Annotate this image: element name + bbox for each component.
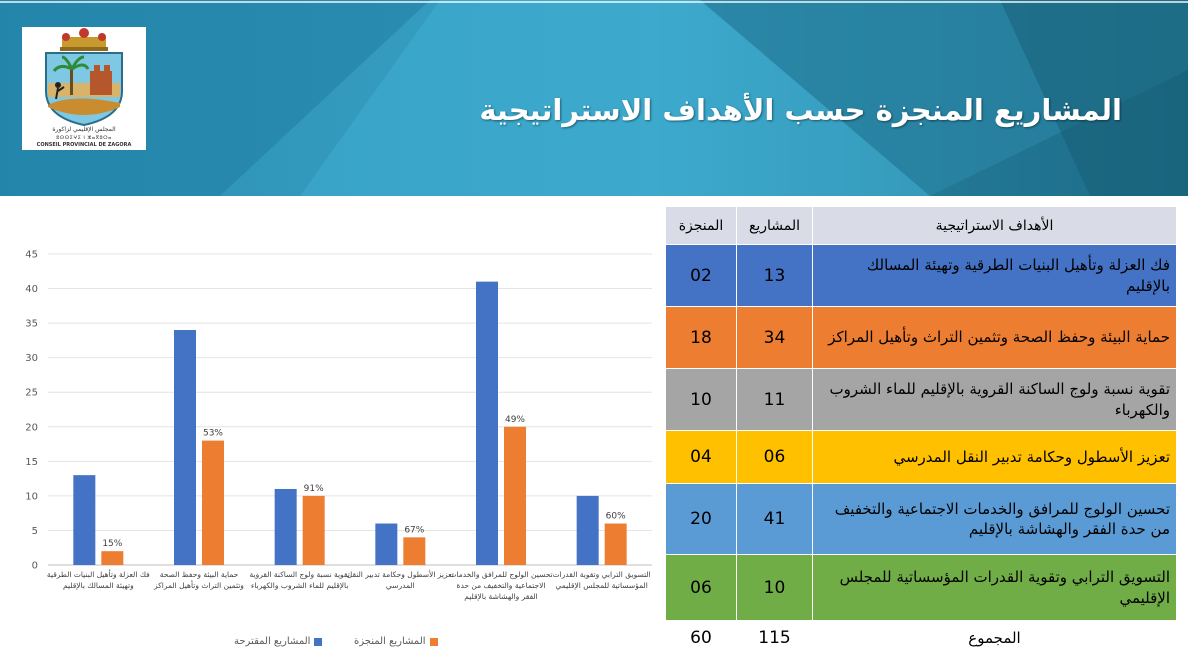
projects-cell: 34 xyxy=(736,306,813,369)
header-projects: المشاريع xyxy=(736,206,813,245)
goal-cell: فك العزلة وتأهيل البنيات الطرقية وتهيئة … xyxy=(812,244,1177,307)
goal-cell: تقوية نسبة ولوج الساكنة القروية بالإقليم… xyxy=(812,368,1177,431)
y-tick-label: 10 xyxy=(25,491,38,502)
bar-chart-canvas: 0 5 10 15 20 25 30 35 40 45 15% فك العزلة وتأهيل ال… xyxy=(25,250,652,601)
legend-item-completed: المشاريع المنجزة xyxy=(354,636,438,647)
completed-cell: 06 xyxy=(665,554,737,621)
legend-label-completed: المشاريع المنجزة xyxy=(354,636,426,647)
completed-cell: 20 xyxy=(665,483,737,555)
table-header-row: الأهداف الاستراتيجية المشاريع المنجزة xyxy=(665,206,1177,245)
goal-cell: تحسين الولوج للمرافق والخدمات الاجتماعية… xyxy=(812,483,1177,555)
table-row: تحسين الولوج للمرافق والخدمات الاجتماعية… xyxy=(665,483,1177,555)
logo-arabic-name: المجلس الإقليمي لزاكورة xyxy=(52,126,116,133)
x-tick-label: التسويق الترابي وتقوية القدرات xyxy=(553,570,651,579)
x-tick-label: وتثمين التراث وتأهيل المراكز xyxy=(153,580,244,590)
projects-cell: 41 xyxy=(736,483,813,555)
y-tick-label: 40 xyxy=(25,284,38,295)
completed-cell: 02 xyxy=(665,244,737,307)
table-row: تقوية نسبة ولوج الساكنة القروية بالإقليم… xyxy=(665,368,1177,431)
page-title: المشاريع المنجزة حسب الأهداف الاستراتيجي… xyxy=(479,93,1122,127)
bar-proposed xyxy=(576,495,599,565)
y-tick-label: 30 xyxy=(25,353,38,364)
logo-emblem-icon xyxy=(45,28,123,127)
bar-completed xyxy=(302,495,325,565)
bar-completed xyxy=(403,537,426,565)
x-tick-label: الفقر والهشاشة بالإقليم xyxy=(464,592,538,601)
y-tick-label: 0 xyxy=(32,561,38,572)
projects-cell: 11 xyxy=(736,368,813,431)
data-label: 67% xyxy=(404,525,424,535)
goal-cell: تعزيز الأسطول وحكامة تدبير النقل المدرسي xyxy=(812,430,1177,484)
data-label: 15% xyxy=(102,539,122,549)
x-tick-label: حماية البيئة وحفظ الصحة xyxy=(160,570,239,579)
legend-label-proposed: المشاريع المقترحة xyxy=(234,636,311,647)
bar-completed xyxy=(604,523,627,565)
table-row: حماية البيئة وحفظ الصحة وتثمين التراث وت… xyxy=(665,306,1177,369)
data-label: 49% xyxy=(505,415,525,425)
data-label: 91% xyxy=(304,484,324,494)
x-tick-label: تقوية نسبة ولوج الساكنة القروية xyxy=(250,570,350,579)
bar-proposed xyxy=(174,330,196,565)
projects-cell: 10 xyxy=(736,554,813,621)
x-tick-label: وتهيئة المسالك بالإقليم xyxy=(63,581,134,590)
header-goals: الأهداف الاستراتيجية xyxy=(812,206,1177,245)
data-label: 53% xyxy=(203,429,223,439)
x-tick-label: فك العزلة وتأهيل البنيات الطرقية xyxy=(47,569,150,579)
x-tick-label: الاجتماعية والتخفيف من حدة xyxy=(457,581,546,590)
goal-cell: حماية البيئة وحفظ الصحة وتثمين التراث وت… xyxy=(812,306,1177,369)
banner-background xyxy=(0,0,1188,196)
x-tick-label: المدرسي xyxy=(386,581,415,590)
goal-cell: التسويق الترابي وتقوية القدرات المؤسساتي… xyxy=(812,554,1177,621)
header-banner: المجلس الإقليمي لزاكورة ⵓⵙⵙⵉⵖⵉ ⵏ ⵣⴰⴳⵓⵔⴰ … xyxy=(0,0,1188,196)
strategic-goals-table: الأهداف الاستراتيجية المشاريع المنجزة فك… xyxy=(665,206,1177,656)
y-tick-label: 45 xyxy=(25,250,38,261)
legend-swatch-completed xyxy=(429,637,438,646)
y-tick-label: 15 xyxy=(25,457,38,468)
table-row: تعزيز الأسطول وحكامة تدبير النقل المدرسي… xyxy=(665,430,1177,484)
bar-completed xyxy=(504,426,526,565)
x-tick-label: المؤسساتية للمجلس الإقليمي xyxy=(556,581,648,590)
table-row: فك العزلة وتأهيل البنيات الطرقية وتهيئة … xyxy=(665,244,1177,307)
y-tick-label: 5 xyxy=(32,526,38,537)
chart-legend: المشاريع المقترحة المشاريع المنجزة xyxy=(234,636,474,652)
header-completed: المنجزة xyxy=(665,206,737,245)
bar-proposed xyxy=(476,281,498,565)
logo-french-name: CONSEIL PROVINCIAL DE ZAGORA xyxy=(36,142,132,148)
data-label: 60% xyxy=(606,512,626,522)
x-tick-label: تعزيز الأسطول وحكامة تدبير النقل xyxy=(347,569,454,579)
table-total-row: المجموع 115 60 xyxy=(665,620,1177,656)
logo-tifinagh-name: ⵓⵙⵙⵉⵖⵉ ⵏ ⵣⴰⴳⵓⵔⴰ xyxy=(56,135,112,141)
completed-cell: 10 xyxy=(665,368,737,431)
council-logo: المجلس الإقليمي لزاكورة ⵓⵙⵙⵉⵖⵉ ⵏ ⵣⴰⴳⵓⵔⴰ … xyxy=(22,27,146,150)
table-body: فك العزلة وتأهيل البنيات الطرقية وتهيئة … xyxy=(665,244,1177,656)
bar-completed xyxy=(101,551,124,565)
projects-cell: 13 xyxy=(736,244,813,307)
bar-proposed xyxy=(274,488,297,565)
projects-cell: 06 xyxy=(736,430,813,484)
bar-completed xyxy=(202,440,224,565)
x-tick-label: تحسين الولوج للمرافق والخدمات xyxy=(449,570,552,579)
completed-cell: 04 xyxy=(665,430,737,484)
y-tick-label: 25 xyxy=(25,388,38,399)
bar-proposed xyxy=(73,475,96,565)
total-projects: 115 xyxy=(736,620,813,656)
total-label: المجموع xyxy=(812,620,1177,656)
table-row: التسويق الترابي وتقوية القدرات المؤسساتي… xyxy=(665,554,1177,621)
legend-item-proposed: المشاريع المقترحة xyxy=(234,636,323,647)
y-tick-label: 20 xyxy=(25,422,38,433)
y-tick-label: 35 xyxy=(25,319,38,330)
completed-cell: 18 xyxy=(665,306,737,369)
x-tick-label: بالإقليم للماء الشروب والكهرباء xyxy=(251,581,349,590)
bar-chart: 0 5 10 15 20 25 30 35 40 45 15% فك العزلة وتأهيل ال… xyxy=(22,232,662,662)
legend-swatch-proposed xyxy=(314,637,323,646)
bar-proposed xyxy=(375,523,398,565)
total-completed: 60 xyxy=(665,620,737,656)
